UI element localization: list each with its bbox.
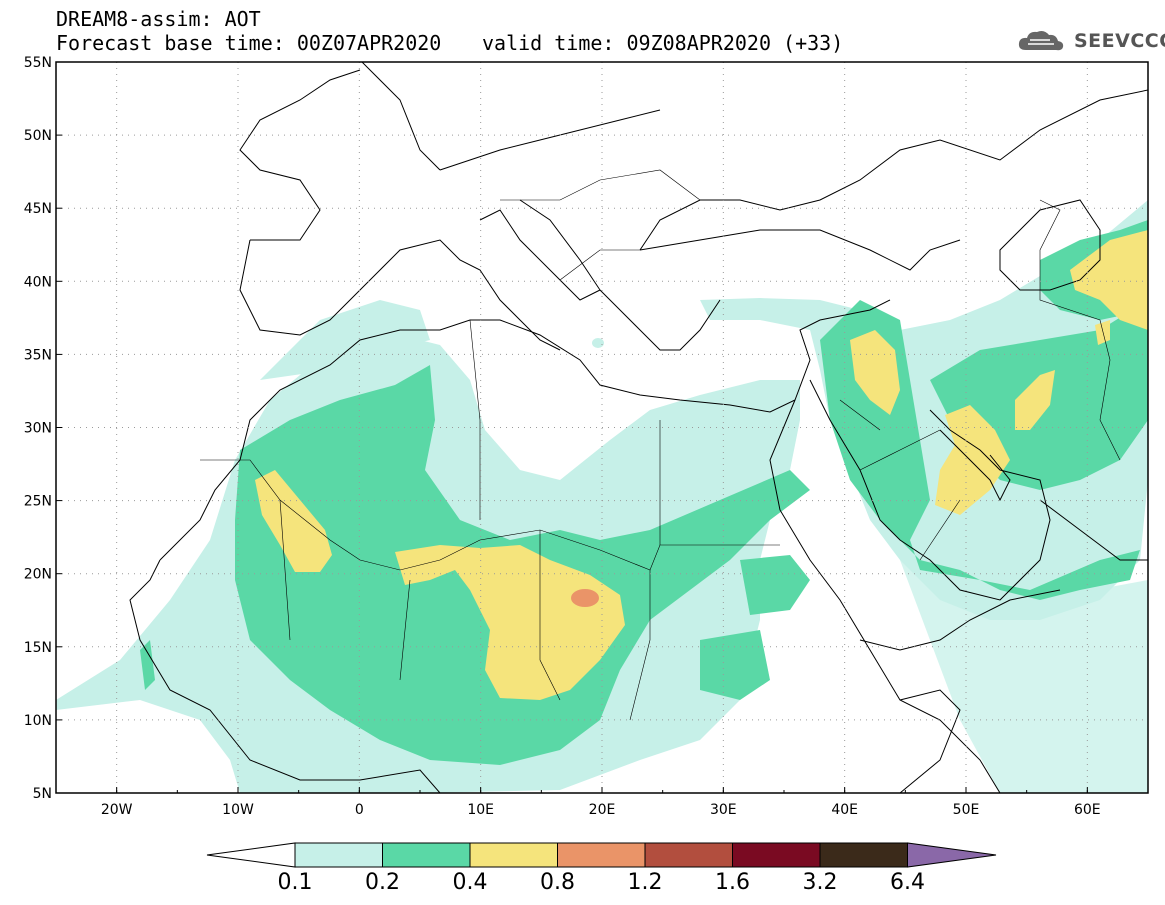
forecast-base-time: Forecast base time: 00Z07APR2020 [56, 31, 442, 55]
y-tick-label: 25N [24, 494, 52, 510]
x-tick-label: 60E [1074, 802, 1101, 818]
seevccc-logo-text: SEEVCCC [1074, 30, 1165, 52]
x-tick-label: 10E [467, 802, 494, 818]
colorbar-label: 1.6 [715, 870, 750, 895]
y-tick-label: 15N [24, 640, 52, 656]
aot-level-0-1 [56, 200, 1148, 793]
y-tick-label: 45N [24, 201, 52, 217]
coastlines [129, 62, 1148, 793]
y-tick-label: 40N [24, 274, 52, 290]
latitude-ticks: 55N 50N 45N 40N 35N 30N 25N 20N 15N 10N 5N [24, 55, 62, 802]
graticule [56, 62, 1148, 793]
aot-level-0-4 [255, 230, 1148, 700]
colorbar-label: 6.4 [890, 870, 925, 895]
y-tick-label: 5N [33, 786, 52, 802]
colorbar-label: 0.8 [540, 870, 575, 895]
y-tick-label: 30N [24, 421, 52, 437]
colorbar-swatch [557, 842, 646, 868]
y-tick-label: 20N [24, 567, 52, 583]
map-frame [55, 61, 1149, 794]
x-tick-label: 50E [953, 802, 980, 818]
colorbar-label: 0.1 [278, 870, 313, 895]
aot-level-0-8 [571, 589, 599, 607]
colorbar-label: 1.2 [628, 870, 663, 895]
x-tick-label: 10W [222, 802, 254, 818]
colorbar-swatch [382, 842, 471, 868]
colorbar-label: 0.2 [365, 870, 400, 895]
valid-time: valid time: 09Z08APR2020 (+33) [482, 31, 844, 55]
colorbar-high-extend [907, 842, 997, 868]
x-tick-label: 20E [589, 802, 616, 818]
y-tick-label: 35N [24, 347, 52, 363]
x-tick-label: 40E [831, 802, 858, 818]
map-title: DREAM8-assim: AOT [56, 7, 261, 31]
colorbar-swatch [732, 842, 821, 868]
colorbar-swatch [294, 842, 383, 868]
x-tick-label: 30E [710, 802, 737, 818]
colorbar-swatch [819, 842, 908, 868]
x-tick-label: 20W [101, 802, 133, 818]
country-borders [200, 169, 1121, 721]
aot-contours [56, 62, 1148, 793]
colorbar: 0.1 0.2 0.4 0.8 1.2 1.6 3.2 6.4 [206, 842, 997, 895]
colorbar-low-extend [206, 842, 296, 868]
colorbar-label: 3.2 [803, 870, 838, 895]
y-tick-label: 50N [24, 128, 52, 144]
cloud-logo-icon [1018, 31, 1064, 51]
colorbar-label: 0.4 [453, 870, 488, 895]
y-tick-label: 10N [24, 713, 52, 729]
longitude-ticks: 20W 10W 0 10E 20E 30E 40E 50E 60E [55, 787, 1149, 818]
y-tick-label: 55N [24, 55, 52, 71]
x-tick-label: 0 [355, 802, 364, 818]
aot-level-0-2 [140, 220, 1148, 765]
colorbar-swatch [469, 842, 558, 868]
colorbar-swatch [644, 842, 733, 868]
